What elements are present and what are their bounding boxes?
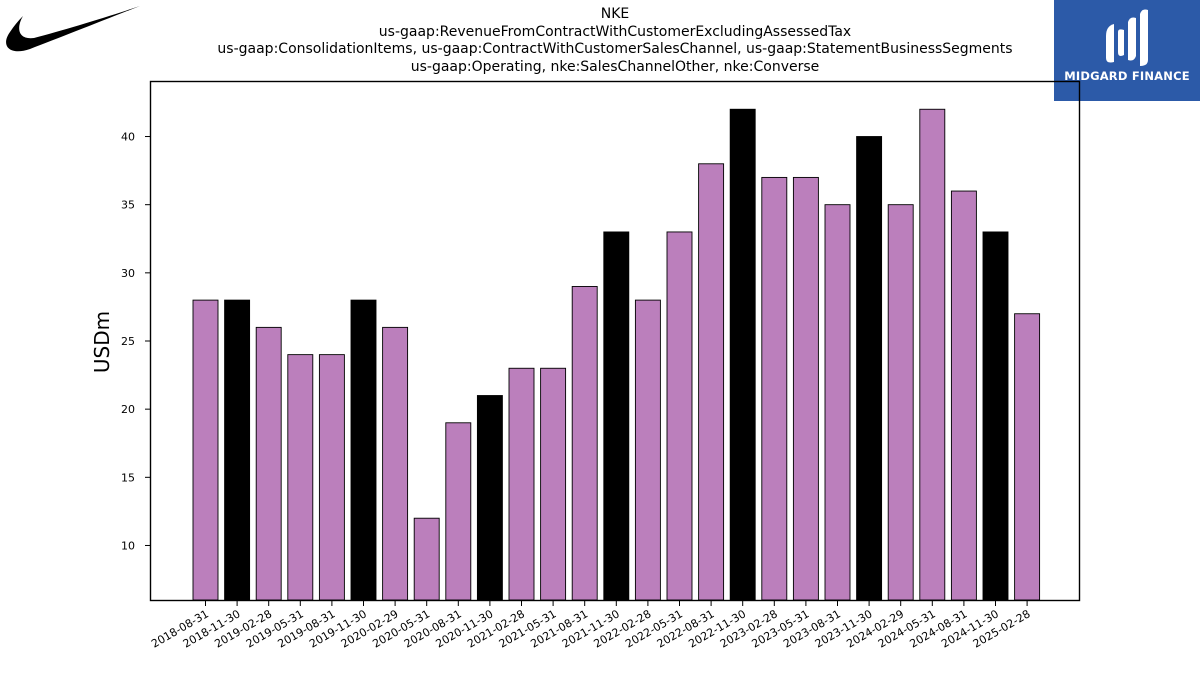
plot-frame [149,80,1081,602]
y-axis-label: USDm [90,311,114,373]
bar [950,190,977,601]
bar [540,367,567,601]
bar [919,108,946,601]
chart-title-line: us-gaap:ConsolidationItems, us-gaap:Cont… [217,41,1013,57]
swoosh-logo-icon [6,6,141,52]
chart-title: NKE us-gaap:RevenueFromContractWithCusto… [150,6,1080,76]
bar [824,204,851,601]
bar [476,395,503,601]
bar [508,367,535,601]
midgard-monogram-icon [1106,9,1148,66]
bars-group [192,108,1041,601]
y-tick-label: 10 [121,539,135,552]
chart-title-line: us-gaap:Operating, nke:SalesChannelOther… [410,58,820,75]
y-tick-label: 35 [121,199,135,212]
bar [982,231,1009,601]
y-tick-label: 20 [121,403,135,416]
bar [698,163,725,601]
bar [192,299,219,601]
partner-logo: MIDGARD FINANCE [1054,0,1200,101]
x-axis: 2018-08-312018-11-302019-02-282019-05-31… [149,600,1033,651]
bar [729,108,756,601]
partner-name: MIDGARD FINANCE [1064,69,1190,83]
chart-title-line: us-gaap:RevenueFromContractWithCustomerE… [378,23,852,40]
bar [350,299,377,601]
bar [382,326,409,601]
bar [318,354,345,601]
bar [445,422,472,601]
bar [571,286,598,601]
bar [856,136,883,601]
bar [792,176,819,601]
bar [761,176,788,601]
y-tick-label: 30 [121,267,135,280]
bar [634,299,661,601]
y-tick-label: 15 [121,471,135,484]
bar [887,204,914,601]
bar [224,299,251,601]
bar [413,517,440,601]
y-axis: 10 15 20 25 30 35 40 [121,131,151,552]
bar [255,326,282,601]
bar [287,354,314,601]
bar [1014,313,1041,601]
chart-title-line: NKE [600,6,630,22]
y-tick-label: 25 [121,335,135,348]
y-tick-label: 40 [121,131,135,144]
bar [666,231,693,601]
bar [603,231,630,601]
